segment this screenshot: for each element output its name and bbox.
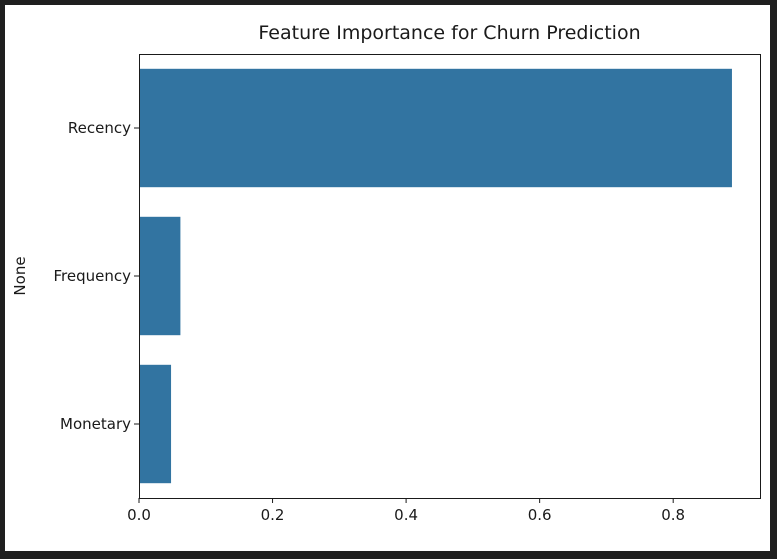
- y-tick-label-monetary: Monetary: [60, 415, 131, 433]
- x-tick-label: 0.0: [127, 506, 151, 524]
- x-tick-label: 0.8: [661, 506, 685, 524]
- y-axis-label: None: [11, 256, 29, 295]
- y-ticks-layer: Recency Frequency Monetary: [54, 119, 139, 433]
- bar-recency: [139, 68, 732, 188]
- bar-frequency: [139, 216, 181, 336]
- x-tick-label: 0.2: [261, 506, 285, 524]
- y-tick-label-frequency: Frequency: [54, 267, 132, 285]
- bars-layer: [139, 68, 732, 484]
- bar-monetary: [139, 364, 172, 484]
- chart-figure: Feature Importance for Churn Prediction …: [5, 5, 770, 551]
- x-tick-label: 0.4: [394, 506, 418, 524]
- y-tick-label-recency: Recency: [68, 119, 131, 137]
- chart-title: Feature Importance for Churn Prediction: [258, 22, 640, 44]
- x-tick-label: 0.6: [528, 506, 552, 524]
- bar-chart: Feature Importance for Churn Prediction …: [11, 22, 761, 524]
- x-ticks-layer: 0.0 0.2 0.4 0.6 0.8: [127, 498, 685, 524]
- plot-frame: [139, 54, 761, 499]
